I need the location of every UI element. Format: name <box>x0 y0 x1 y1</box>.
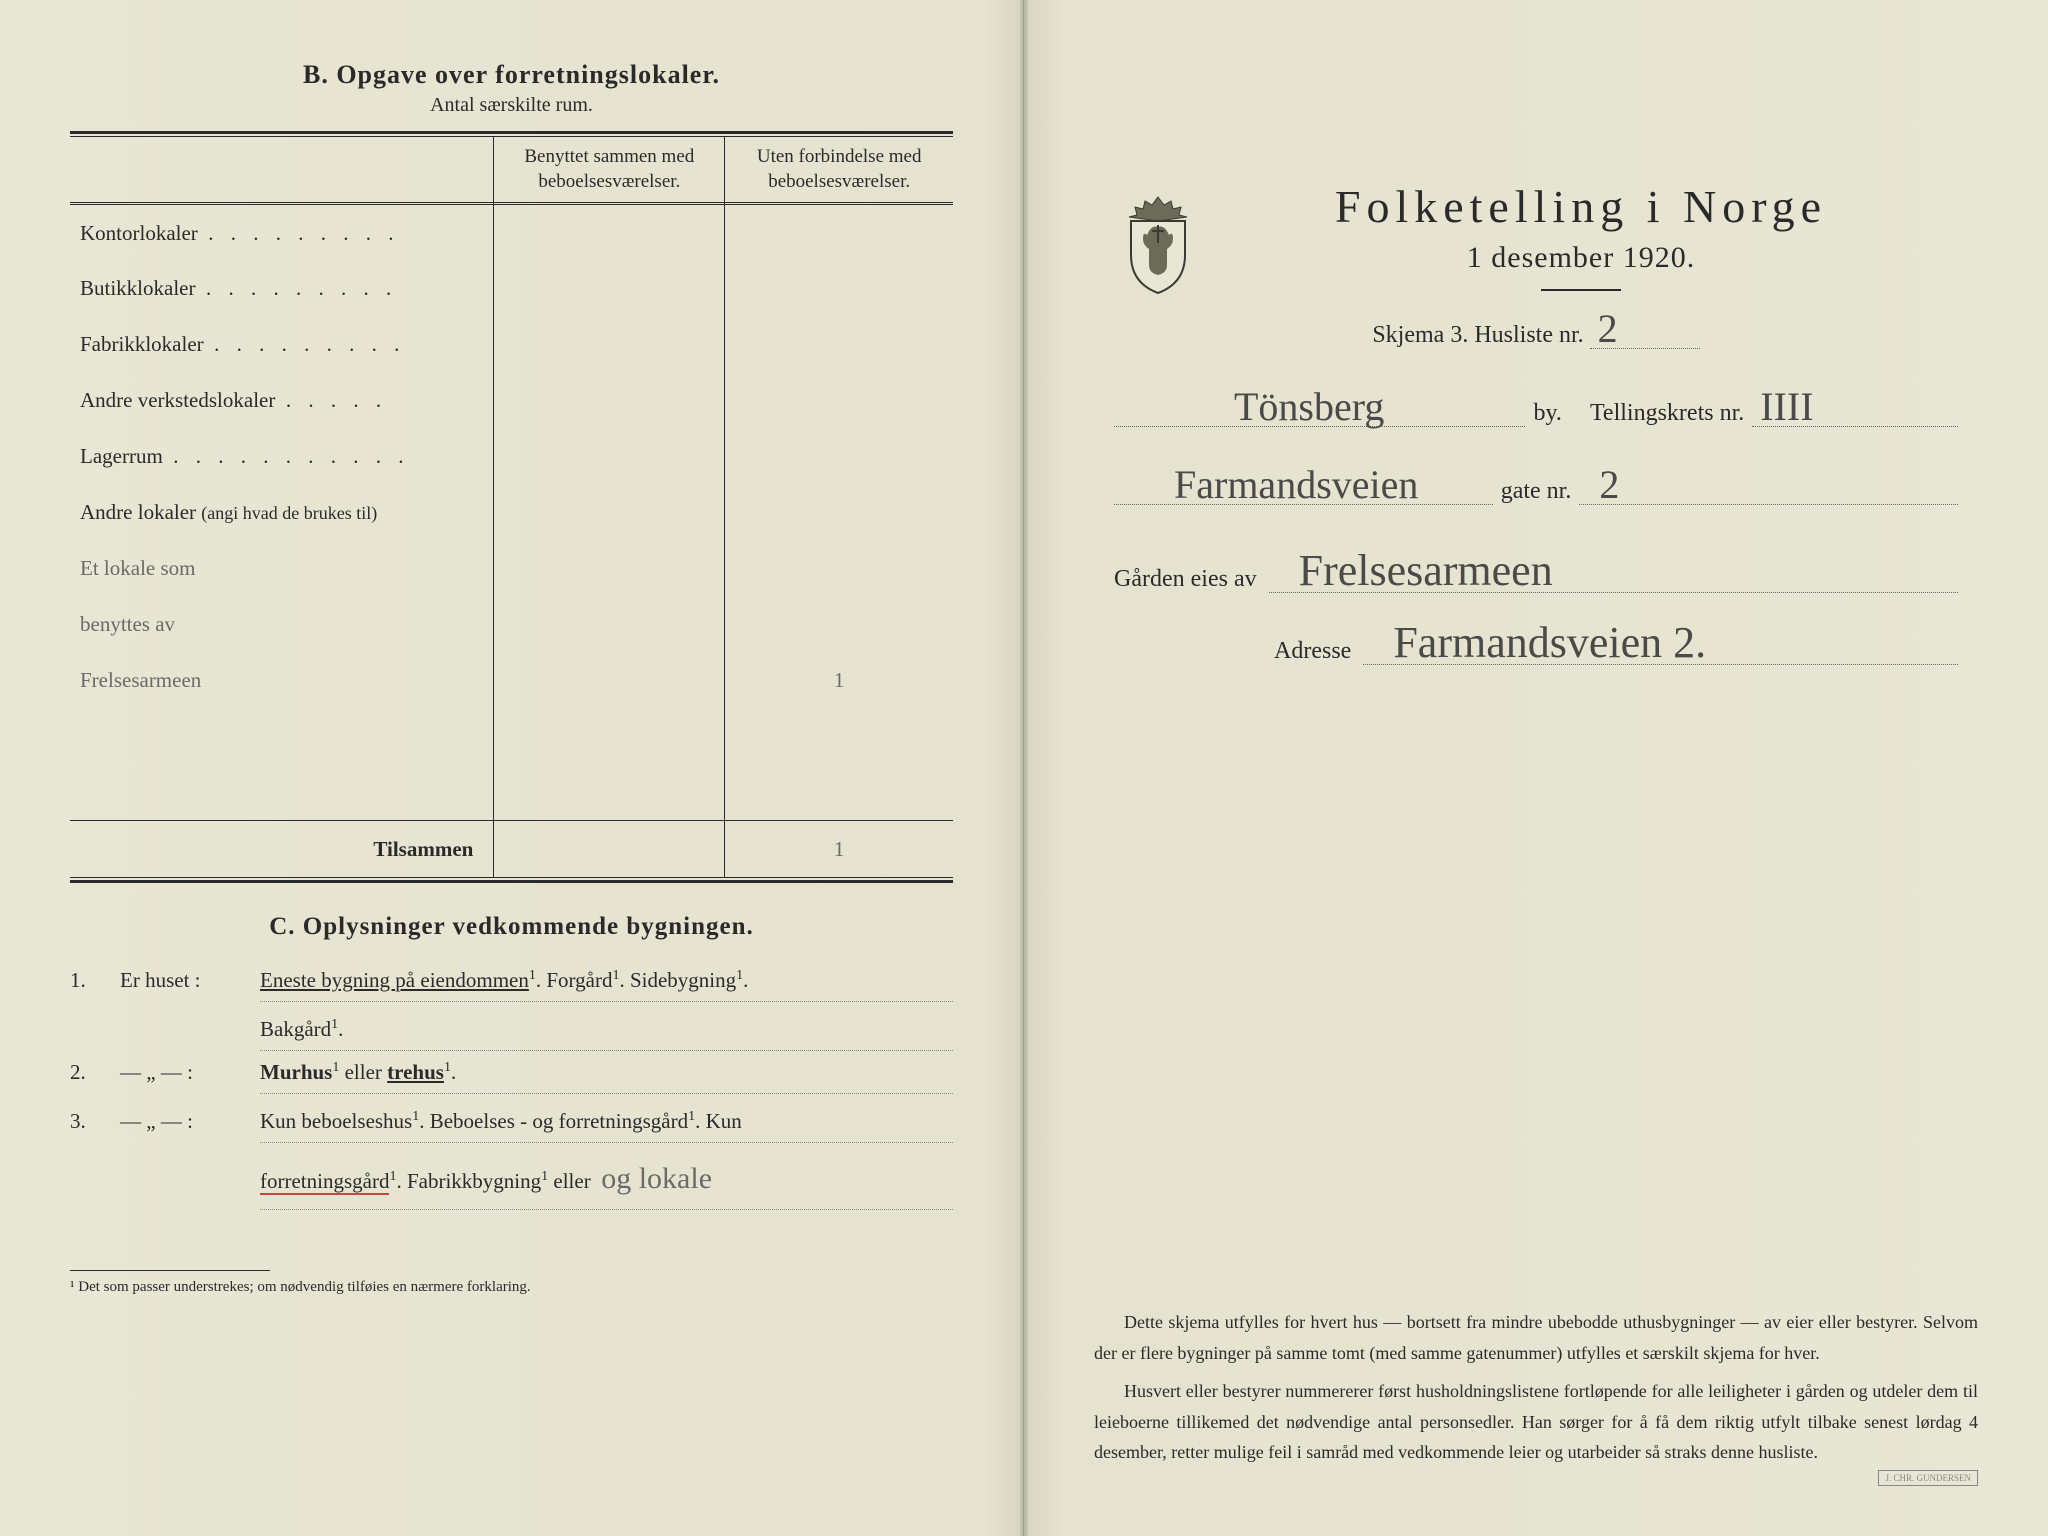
row-label: Butikklokaler . . . . . . . . . <box>70 261 494 317</box>
cell <box>494 261 725 317</box>
gate-nr-value: 2 <box>1599 461 1619 508</box>
tilsammen-value: 1 <box>725 821 953 877</box>
cell <box>725 373 953 429</box>
cell <box>494 373 725 429</box>
husliste-nr-value: 2 <box>1598 305 1618 352</box>
item-label: — „ — : <box>120 1051 260 1094</box>
item-body-cont: Bakgård1. <box>260 1008 953 1051</box>
main-title: Folketelling i Norge <box>1184 180 1978 233</box>
handwritten-text: benyttes av <box>70 597 494 653</box>
row-label: Fabrikklokaler . . . . . . . . . <box>70 317 494 373</box>
handwritten-text <box>70 709 494 765</box>
owner-block: Gården eies av Frelsesarmeen Adresse Far… <box>1094 565 1978 665</box>
adresse-line: Adresse Farmandsveien 2. <box>1114 637 1958 665</box>
cell <box>494 317 725 373</box>
item-body: Murhus1 eller trehus1. <box>260 1051 953 1094</box>
item-body-cont: forretningsgård1. Fabrikkbygning1 eller … <box>260 1149 953 1210</box>
cell <box>494 429 725 485</box>
section-b-table: Benyttet sammen med beboelsesværelser. U… <box>70 137 953 877</box>
adresse-label: Adresse <box>1274 638 1351 665</box>
by-label: by. <box>1533 400 1561 427</box>
handwritten-text: Frelsesarmeen <box>70 653 494 709</box>
tellingskrets-value: IIII <box>1760 383 1813 430</box>
section-c-title: C. Oplysninger vedkommende bygningen. <box>70 913 953 941</box>
col-header-1: Benyttet sammen med beboelsesværelser. <box>494 137 725 203</box>
row-label: Lagerrum . . . . . . . . . . . <box>70 429 494 485</box>
page-fold <box>1020 0 1028 1536</box>
item-number: 1. <box>70 959 120 1002</box>
title-block: Folketelling i Norge 1 desember 1920. <box>1184 180 1978 291</box>
andre-lokaler-label: Andre lokaler (angi hvad de brukes til) <box>70 485 494 541</box>
gate-label: gate nr. <box>1501 478 1572 505</box>
skjema-label: Skjema 3. Husliste nr. <box>1372 322 1583 349</box>
section-b-title: B. Opgave over forretningslokaler. <box>70 60 953 90</box>
census-document: B. Opgave over forretningslokaler. Antal… <box>0 0 2048 1536</box>
left-page: B. Opgave over forretningslokaler. Antal… <box>0 0 1024 1536</box>
instruction-p1: Dette skjema utfylles for hvert hus — bo… <box>1094 1307 1978 1368</box>
tellingskrets-label: Tellingskrets nr. <box>1590 400 1744 427</box>
item-label: Er huset : <box>120 959 260 1002</box>
coat-of-arms-icon <box>1119 195 1197 300</box>
rule <box>1541 289 1621 291</box>
item-label: — „ — : <box>120 1100 260 1143</box>
right-page: Folketelling i Norge 1 desember 1920. Sk… <box>1024 0 2048 1536</box>
c-item-3: 3. — „ — : Kun beboelseshus1. Beboelses … <box>70 1100 953 1143</box>
item-number: 2. <box>70 1051 120 1094</box>
cell <box>725 317 953 373</box>
adresse-value: Farmandsveien 2. <box>1393 617 1706 668</box>
row-label: Kontorlokaler . . . . . . . . . <box>70 205 494 261</box>
date-line: 1 desember 1920. <box>1184 241 1978 275</box>
owner-value: Frelsesarmeen <box>1299 545 1553 596</box>
item-number: 3. <box>70 1100 120 1143</box>
owner-label: Gården eies av <box>1114 566 1257 593</box>
cell <box>725 485 953 541</box>
instructions: Dette skjema utfylles for hvert hus — bo… <box>1094 1307 1978 1476</box>
by-line: Tönsberg by. Tellingskrets nr. IIII <box>1094 399 1978 427</box>
col-header-2: Uten forbindelse med beboelsesværelser. <box>725 137 953 203</box>
cell <box>494 485 725 541</box>
rule <box>70 131 953 134</box>
c-item-1: 1. Er huset : Eneste bygning på eiendomm… <box>70 959 953 1002</box>
footnote: ¹ Det som passer understrekes; om nødven… <box>70 1279 953 1296</box>
handwritten-text: Et lokale som <box>70 541 494 597</box>
item-body: Eneste bygning på eiendommen1. Forgård1.… <box>260 959 953 1002</box>
rule <box>70 880 953 883</box>
section-b-subtitle: Antal særskilte rum. <box>70 94 953 117</box>
tilsammen-label: Tilsammen <box>70 821 494 877</box>
footnote-rule <box>70 1270 270 1271</box>
printer-mark: J. CHR. GUNDERSEN <box>1878 1470 1978 1486</box>
cell <box>725 429 953 485</box>
rule <box>70 877 953 878</box>
by-value: Tönsberg <box>1234 383 1384 430</box>
item-body: Kun beboelseshus1. Beboelses - og forret… <box>260 1100 953 1143</box>
c-item-2: 2. — „ — : Murhus1 eller trehus1. <box>70 1051 953 1094</box>
owner-line: Gården eies av Frelsesarmeen <box>1114 565 1958 593</box>
cell <box>494 205 725 261</box>
cell <box>725 205 953 261</box>
cell <box>494 821 725 877</box>
cell <box>725 261 953 317</box>
gate-value: Farmandsveien <box>1174 461 1418 508</box>
handwritten-value: 1 <box>725 653 953 709</box>
skjema-line: Skjema 3. Husliste nr. 2 <box>1094 321 1978 349</box>
gate-line: Farmandsveien gate nr. 2 <box>1094 477 1978 505</box>
instruction-p2: Husvert eller bestyrer nummererer først … <box>1094 1376 1978 1468</box>
row-label: Andre verkstedslokaler . . . . . <box>70 373 494 429</box>
